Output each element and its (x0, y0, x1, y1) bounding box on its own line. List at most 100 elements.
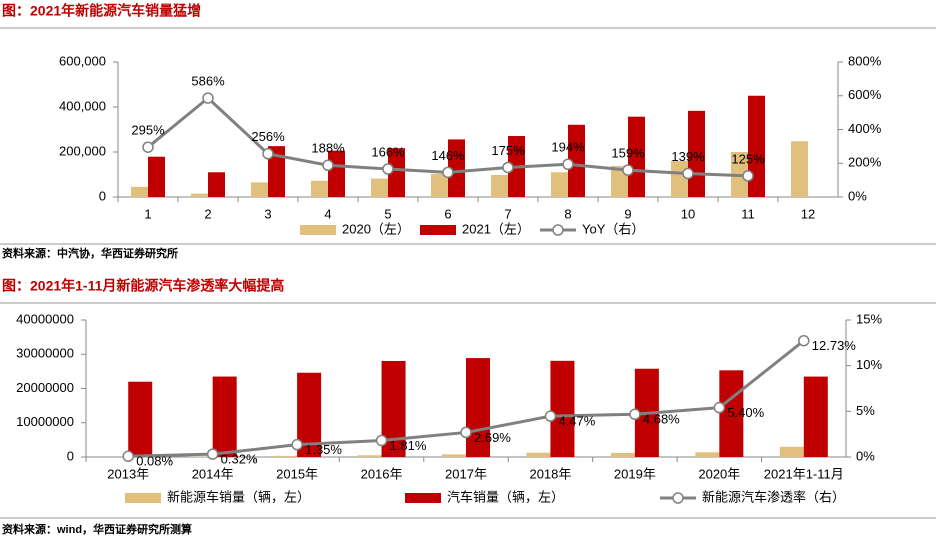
legend-swatch (672, 492, 684, 504)
chart-title: 图：2021年1-11月新能源汽车渗透率大幅提高 (2, 278, 284, 294)
y-tick-label: 40000000 (16, 311, 74, 326)
y2-tick-label: 15% (856, 311, 882, 326)
line-point (142, 141, 154, 153)
legend-label: 汽车销量（辆，左） (447, 489, 564, 504)
bar (371, 178, 388, 197)
legend-label: 2021（左） (462, 221, 530, 236)
bar (191, 193, 208, 197)
x-tick-label: 2020年 (698, 466, 740, 481)
y-tick-label: 0 (99, 188, 106, 203)
bar (803, 376, 828, 457)
bar (628, 116, 645, 197)
data-label: 159% (611, 146, 645, 161)
bar (526, 452, 551, 457)
x-tick-label: 2015年 (276, 466, 318, 481)
bar (779, 446, 804, 457)
bar (719, 370, 744, 457)
x-tick-label: 2013年 (107, 466, 149, 481)
line-point (322, 159, 334, 172)
y-tick-label: 30000000 (16, 346, 74, 361)
data-label: 295% (131, 123, 165, 138)
source: 资料来源：中汽协，华西证券研究所 (2, 246, 178, 260)
line-point (622, 164, 634, 176)
legend-swatch (125, 493, 161, 503)
x-tick-label: 2019年 (614, 466, 656, 481)
legend-label: 新能源汽车渗透率（右） (702, 489, 845, 504)
bar (212, 376, 237, 457)
x-tick-label: 11 (741, 206, 755, 221)
data-label: 5.40% (727, 405, 764, 420)
line-point (798, 334, 810, 347)
y-tick-label: 200,000 (59, 143, 106, 158)
data-label: 256% (251, 129, 285, 144)
line-point (629, 408, 641, 421)
data-label: 586% (191, 74, 225, 89)
bar (208, 172, 225, 197)
line-point (122, 450, 134, 463)
bar (748, 95, 765, 197)
bar (491, 174, 508, 197)
data-label: 0.08% (136, 454, 173, 469)
x-tick-label: 2018年 (529, 466, 571, 481)
bar (466, 358, 490, 457)
bar (695, 452, 720, 457)
legend-swatch (420, 225, 456, 235)
bar (568, 124, 585, 197)
x-tick-label: 9 (624, 206, 631, 221)
x-tick-label: 2014年 (192, 466, 234, 481)
bar (148, 156, 165, 197)
bar (551, 172, 568, 197)
y-tick-label: 20000000 (16, 380, 74, 395)
bar (448, 139, 465, 197)
y-tick-label: 400,000 (59, 98, 106, 113)
data-label: 1.35% (305, 442, 342, 457)
x-tick-label: 7 (504, 206, 511, 221)
x-tick-label: 2017年 (445, 466, 487, 481)
bar (273, 455, 298, 457)
y2-tick-label: 5% (856, 403, 875, 418)
data-label: 2.69% (474, 430, 511, 445)
y2-tick-label: 600% (848, 87, 882, 102)
data-label: 12.73% (812, 338, 857, 353)
x-tick-label: 3 (264, 206, 271, 221)
legend-label: 新能源车销量（辆，左） (167, 489, 310, 504)
bar (251, 182, 268, 197)
line-point (502, 161, 514, 174)
bar (311, 180, 328, 197)
x-tick-label: 2021年1-11月 (764, 466, 844, 481)
line-point (382, 163, 394, 175)
y-tick-label: 600,000 (59, 53, 106, 68)
bar (550, 360, 575, 457)
x-tick-label: 1 (144, 206, 151, 221)
bar (442, 454, 466, 457)
bar (357, 455, 382, 457)
line-point (682, 167, 694, 180)
line-point (713, 401, 726, 414)
source: 资料来源：wind，华西证券研究所测算 (2, 522, 192, 536)
y2-tick-label: 800% (848, 53, 882, 68)
legend-label: YoY（右） (582, 221, 644, 236)
x-tick-label: 2016年 (361, 466, 403, 481)
line-point (442, 166, 454, 179)
data-label: 166% (371, 144, 405, 159)
line-point (742, 170, 754, 182)
x-tick-label: 12 (801, 206, 815, 221)
line-point (544, 410, 557, 422)
legend-swatch (300, 225, 336, 235)
line-point (375, 434, 388, 447)
x-tick-label: 2 (204, 206, 211, 221)
bar (388, 148, 405, 197)
line-point (202, 92, 214, 104)
data-label: 139% (671, 149, 705, 164)
bar (671, 161, 688, 197)
x-tick-label: 5 (384, 206, 391, 221)
bar (610, 452, 635, 457)
bar (268, 146, 285, 197)
y-tick-label: 0 (67, 448, 74, 463)
legend-swatch (552, 224, 564, 236)
x-tick-label: 8 (564, 206, 571, 221)
data-label: 125% (731, 151, 765, 166)
line-point (460, 426, 472, 439)
data-label: 0.32% (221, 452, 258, 467)
